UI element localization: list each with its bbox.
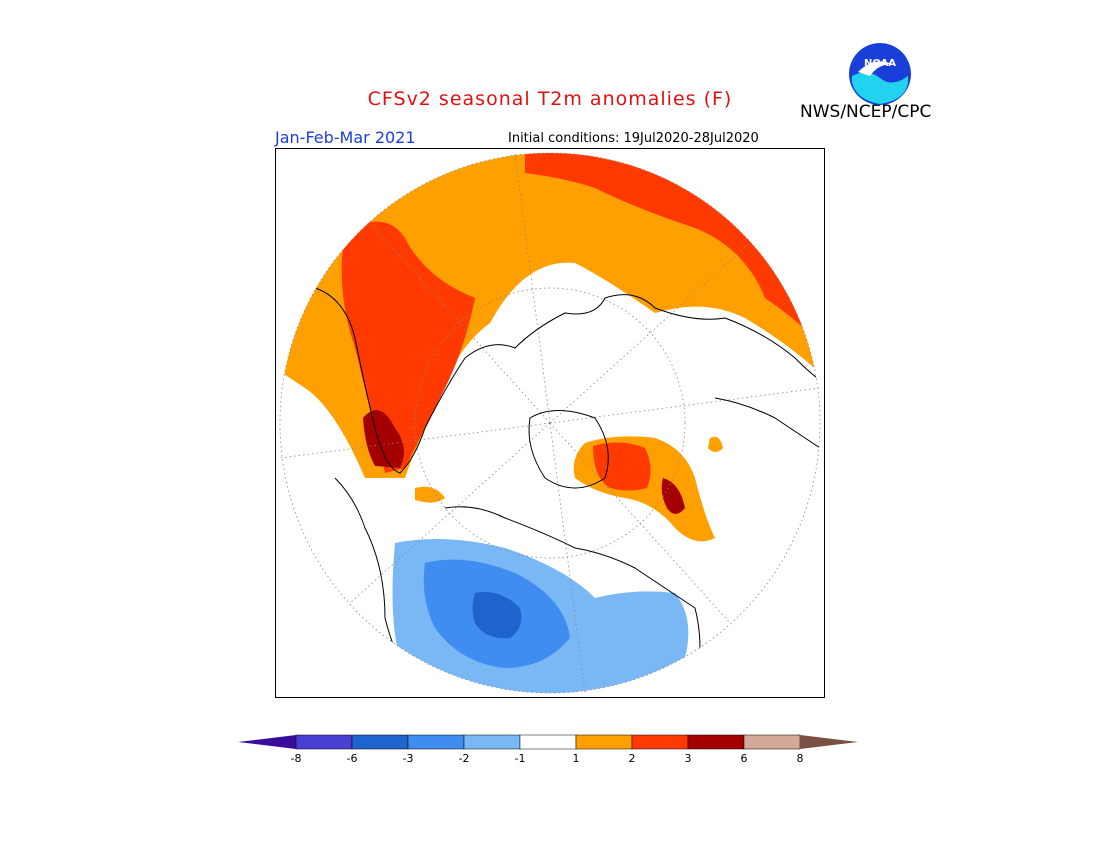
noaa-logo-text: NOAA: [864, 58, 896, 69]
warm-region-central-red: [593, 442, 651, 491]
colorbar-tick-label: 3: [684, 752, 692, 765]
warm-region-central-dark: [661, 478, 685, 514]
agency-label: NWS/NCEP/CPC: [800, 102, 932, 122]
warm-patch-small-2: [708, 436, 723, 452]
anomaly-map: [275, 148, 825, 698]
colorbar-tick-label: 1: [572, 752, 580, 765]
colorbar-tick-label: 6: [740, 752, 748, 765]
colorbar-tick-label: 2: [628, 752, 636, 765]
colorbar: [238, 734, 858, 750]
colorbar-arrow-left: [238, 735, 296, 749]
forecast-period: Jan-Feb-Mar 2021: [275, 128, 416, 147]
map-title: CFSv2 seasonal T2m anomalies (F): [367, 88, 733, 110]
colorbar-segment: [463, 734, 521, 750]
colorbar-tick-label: -2: [458, 752, 470, 765]
noaa-logo: NOAA: [849, 43, 911, 105]
colorbar-segment: [519, 734, 577, 750]
colorbar-tick-label: -8: [290, 752, 302, 765]
cool-region-dark: [472, 592, 522, 639]
colorbar-tick-label: -3: [402, 752, 414, 765]
colorbar-segment: [295, 734, 353, 750]
colorbar-segment: [351, 734, 409, 750]
colorbar-tick-label: -1: [514, 752, 526, 765]
warm-patch-small-1: [415, 486, 445, 503]
colorbar-tick-label: -6: [346, 752, 358, 765]
colorbar-segment: [687, 734, 745, 750]
initial-conditions: Initial conditions: 19Jul2020-28Jul2020: [508, 131, 759, 146]
colorbar-segment: [407, 734, 465, 750]
warm-region-west-dark: [363, 410, 404, 468]
anomaly-fields: [280, 153, 820, 693]
colorbar-tick-label: 8: [796, 752, 804, 765]
colorbar-segment: [575, 734, 633, 750]
colorbar-segment: [743, 734, 801, 750]
colorbar-arrow-right: [800, 735, 858, 749]
colorbar-segment: [631, 734, 689, 750]
graticule: [279, 152, 821, 694]
